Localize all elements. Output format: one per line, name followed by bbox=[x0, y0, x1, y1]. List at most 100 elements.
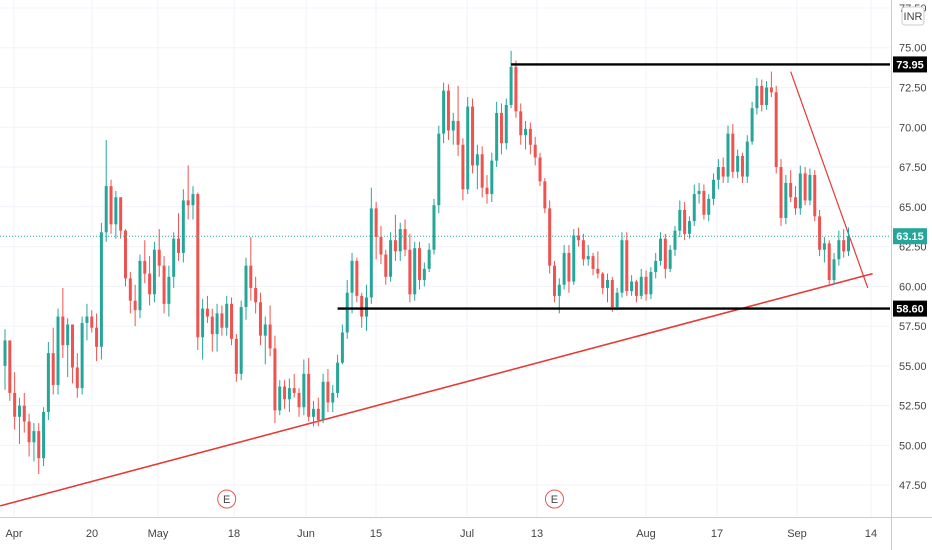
candle bbox=[596, 251, 600, 279]
x-axis-ticks[interactable]: Apr 20 May 18 Jun 15 Jul 13 Aug 17 Sep 14 bbox=[5, 528, 877, 540]
candle-body bbox=[596, 268, 600, 274]
candle-body bbox=[17, 405, 21, 417]
candle bbox=[533, 136, 537, 166]
candle-body bbox=[736, 155, 740, 172]
candle-body bbox=[249, 265, 253, 288]
candle bbox=[822, 237, 826, 263]
candle-body bbox=[774, 92, 778, 168]
candle-body bbox=[369, 208, 373, 298]
candle-body bbox=[644, 276, 648, 295]
candle bbox=[172, 232, 176, 288]
candle-body bbox=[827, 243, 831, 280]
candle bbox=[418, 241, 422, 290]
candle-body bbox=[514, 66, 518, 112]
candle bbox=[201, 299, 205, 360]
candle-body bbox=[427, 249, 431, 269]
candle-body bbox=[340, 332, 344, 363]
candle bbox=[789, 170, 793, 203]
candle bbox=[736, 149, 740, 179]
candle-body bbox=[442, 90, 446, 134]
y-tick-label: 60.00 bbox=[899, 281, 927, 293]
candle bbox=[8, 340, 12, 401]
candle bbox=[774, 85, 778, 174]
candle-body bbox=[3, 340, 7, 366]
candle-body bbox=[167, 276, 171, 304]
candle bbox=[818, 209, 822, 257]
candle bbox=[683, 202, 687, 241]
candle-body bbox=[321, 381, 325, 420]
candle bbox=[128, 272, 132, 314]
candle bbox=[379, 225, 383, 265]
candle-body bbox=[80, 322, 84, 389]
candle-body bbox=[307, 373, 311, 417]
candle-body bbox=[95, 327, 99, 347]
candle bbox=[827, 240, 831, 287]
candle bbox=[731, 124, 735, 179]
price-tag-label: 63.15 bbox=[896, 231, 924, 243]
candle-body bbox=[27, 421, 31, 443]
candle bbox=[591, 252, 595, 276]
candle bbox=[186, 165, 190, 220]
x-tick-label: 20 bbox=[86, 528, 98, 540]
candle-body bbox=[389, 240, 393, 277]
candle-body bbox=[673, 230, 677, 250]
candle-body bbox=[287, 388, 291, 400]
candle bbox=[504, 98, 508, 150]
candle-body bbox=[398, 229, 402, 252]
candle bbox=[745, 135, 749, 183]
candle-body bbox=[687, 221, 691, 234]
candle-body bbox=[591, 256, 595, 269]
candle-body bbox=[765, 87, 769, 105]
candle-body bbox=[403, 229, 407, 250]
candle bbox=[649, 267, 653, 300]
candle-body bbox=[32, 431, 36, 443]
candle bbox=[461, 138, 465, 201]
candle bbox=[769, 71, 773, 98]
candle-body bbox=[302, 373, 306, 408]
candle-body bbox=[726, 133, 730, 177]
price-tag-label: 58.60 bbox=[896, 304, 924, 316]
candle-body bbox=[712, 179, 716, 199]
candle-body bbox=[268, 324, 272, 349]
candle-body bbox=[538, 157, 542, 182]
y-tick-label: 75.00 bbox=[899, 43, 927, 55]
candle bbox=[336, 354, 340, 398]
candle bbox=[726, 125, 730, 183]
candle bbox=[663, 233, 667, 279]
candle bbox=[316, 397, 320, 427]
x-tick-label: 15 bbox=[370, 528, 382, 540]
candle bbox=[46, 342, 50, 420]
candle bbox=[17, 397, 21, 444]
candle bbox=[422, 262, 426, 287]
candle-body bbox=[181, 200, 185, 253]
candle-body bbox=[779, 167, 783, 218]
candle-body bbox=[697, 190, 701, 195]
candle-body bbox=[813, 174, 817, 217]
candle-body bbox=[418, 248, 422, 280]
candle-body bbox=[808, 174, 812, 201]
candle-body bbox=[355, 260, 359, 296]
earnings-label: E bbox=[223, 494, 230, 506]
candle-body bbox=[678, 209, 682, 231]
candle-body bbox=[789, 182, 793, 198]
candle-body bbox=[413, 248, 417, 295]
candle bbox=[490, 152, 494, 203]
candle-body bbox=[533, 144, 537, 158]
candle-body bbox=[471, 106, 475, 166]
earnings-circle bbox=[217, 489, 237, 509]
candle-body bbox=[577, 235, 581, 241]
candle bbox=[85, 303, 89, 341]
candle bbox=[577, 227, 581, 247]
candle bbox=[307, 357, 311, 422]
candle-body bbox=[258, 302, 262, 336]
candle-body bbox=[37, 431, 41, 459]
candle-body bbox=[13, 392, 17, 417]
currency-badge[interactable]: INR bbox=[901, 6, 925, 26]
candle bbox=[581, 233, 585, 266]
candle bbox=[249, 237, 253, 301]
candle bbox=[114, 190, 118, 239]
candle-body bbox=[630, 281, 634, 292]
candle bbox=[13, 372, 17, 430]
candle-body bbox=[793, 197, 797, 209]
